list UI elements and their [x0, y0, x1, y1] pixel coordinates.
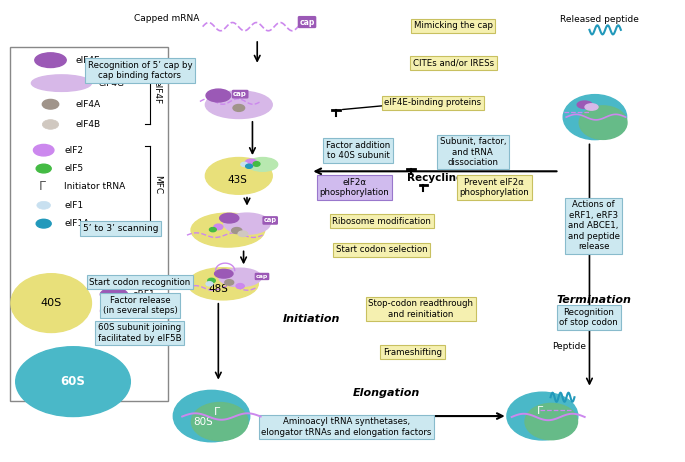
Ellipse shape	[206, 89, 231, 102]
Ellipse shape	[37, 201, 51, 209]
Text: Mimicking the cap: Mimicking the cap	[414, 21, 493, 30]
Ellipse shape	[577, 101, 593, 109]
Text: cap: cap	[264, 218, 277, 224]
Text: eIF2α
phosphorylation: eIF2α phosphorylation	[319, 178, 389, 197]
Text: 80S: 80S	[192, 418, 212, 427]
Text: eIF2: eIF2	[64, 146, 83, 155]
Text: Start codon recognition: Start codon recognition	[89, 278, 190, 287]
Text: eIF4G: eIF4G	[98, 79, 124, 88]
Ellipse shape	[16, 346, 130, 417]
Ellipse shape	[246, 164, 253, 168]
Text: Factor addition
to 40S subunit: Factor addition to 40S subunit	[326, 141, 390, 160]
Text: eIF4A: eIF4A	[75, 100, 100, 109]
Text: Frameshifting: Frameshifting	[383, 348, 442, 357]
Text: eIF5: eIF5	[64, 164, 84, 173]
Text: Γ: Γ	[214, 407, 220, 417]
Ellipse shape	[42, 99, 59, 109]
Text: Initiator tRNA: Initiator tRNA	[64, 182, 125, 191]
Text: Recycling: Recycling	[407, 173, 464, 183]
Ellipse shape	[206, 91, 272, 118]
Ellipse shape	[36, 164, 51, 173]
Ellipse shape	[35, 53, 66, 67]
Text: Γ: Γ	[584, 84, 590, 94]
Text: 40S: 40S	[40, 298, 62, 308]
Text: Subunit, factor,
and tRNA
dissociation: Subunit, factor, and tRNA dissociation	[440, 137, 506, 167]
Ellipse shape	[32, 75, 91, 91]
Text: Γ: Γ	[537, 406, 543, 416]
Text: Start codon selection: Start codon selection	[336, 245, 427, 254]
Text: 60S subunit joining
facilitated by eIF5B: 60S subunit joining facilitated by eIF5B	[98, 323, 182, 343]
Ellipse shape	[253, 162, 260, 166]
Ellipse shape	[245, 159, 257, 166]
Ellipse shape	[232, 228, 242, 233]
Ellipse shape	[214, 269, 233, 278]
Text: Actions of
eRF1, eRF3
and ABCE1,
and peptide
release: Actions of eRF1, eRF3 and ABCE1, and pep…	[568, 201, 619, 251]
Ellipse shape	[219, 268, 261, 286]
Text: eIF4E: eIF4E	[75, 55, 100, 65]
Ellipse shape	[34, 145, 54, 156]
Text: Ribosome modification: Ribosome modification	[332, 217, 431, 226]
Ellipse shape	[11, 274, 91, 333]
Ellipse shape	[233, 104, 245, 111]
Ellipse shape	[248, 158, 277, 171]
Ellipse shape	[236, 284, 245, 289]
Ellipse shape	[188, 268, 258, 300]
Text: eRF1: eRF1	[132, 290, 155, 299]
Text: eIF1A: eIF1A	[64, 219, 90, 228]
Ellipse shape	[241, 162, 248, 166]
Text: Γ: Γ	[39, 181, 46, 194]
Ellipse shape	[208, 278, 215, 283]
Text: Aminoacyl tRNA synthetases,
elongator tRNAs and elongation factors: Aminoacyl tRNA synthetases, elongator tR…	[262, 417, 432, 437]
Ellipse shape	[580, 106, 627, 140]
Ellipse shape	[191, 402, 248, 441]
Text: eRF3: eRF3	[132, 306, 155, 316]
Ellipse shape	[220, 213, 239, 223]
Ellipse shape	[224, 213, 270, 234]
Text: cap: cap	[256, 274, 268, 279]
Ellipse shape	[585, 104, 598, 110]
Ellipse shape	[100, 288, 127, 301]
Text: Capped mRNA: Capped mRNA	[134, 14, 199, 24]
Text: eIF1: eIF1	[64, 201, 84, 210]
Text: eIF4F: eIF4F	[153, 80, 162, 104]
Ellipse shape	[206, 282, 213, 286]
Ellipse shape	[36, 219, 51, 228]
Text: Elongation: Elongation	[353, 388, 421, 398]
Text: 43S: 43S	[227, 175, 247, 185]
Text: eIF4B: eIF4B	[75, 120, 100, 129]
Text: 60S: 60S	[60, 375, 86, 388]
Text: cap: cap	[233, 91, 247, 97]
Text: Initiation: Initiation	[282, 314, 340, 324]
FancyBboxPatch shape	[10, 47, 168, 401]
Ellipse shape	[42, 120, 59, 129]
Ellipse shape	[100, 305, 127, 317]
Ellipse shape	[210, 228, 216, 231]
Text: 5’ to 3’ scanning: 5’ to 3’ scanning	[83, 224, 158, 233]
Text: Prevent eIF2α
phosphorylation: Prevent eIF2α phosphorylation	[460, 178, 530, 197]
Text: cap: cap	[299, 18, 314, 26]
Ellipse shape	[563, 95, 627, 140]
Text: Stop-codon readthrough
and reinitiation: Stop-codon readthrough and reinitiation	[369, 299, 473, 319]
Ellipse shape	[238, 231, 248, 237]
Text: eIF4E-binding proteins: eIF4E-binding proteins	[384, 98, 482, 107]
Ellipse shape	[191, 213, 264, 247]
Text: Peptide: Peptide	[552, 342, 586, 351]
Text: Recognition
of stop codon: Recognition of stop codon	[560, 308, 618, 327]
Text: CITEs and/or IRESs: CITEs and/or IRESs	[413, 59, 494, 68]
Text: Factor release
(in several steps): Factor release (in several steps)	[103, 296, 177, 315]
Ellipse shape	[214, 224, 223, 230]
Text: Recognition of 5’ cap by
cap binding factors: Recognition of 5’ cap by cap binding fac…	[88, 61, 192, 80]
Ellipse shape	[173, 390, 250, 442]
Ellipse shape	[206, 158, 272, 194]
Ellipse shape	[225, 280, 234, 285]
Text: MFC: MFC	[153, 175, 162, 194]
Text: 48S: 48S	[208, 284, 228, 294]
Ellipse shape	[525, 403, 577, 440]
Text: Termination: Termination	[556, 295, 631, 305]
Ellipse shape	[507, 392, 578, 440]
Text: Released peptide: Released peptide	[560, 15, 638, 24]
